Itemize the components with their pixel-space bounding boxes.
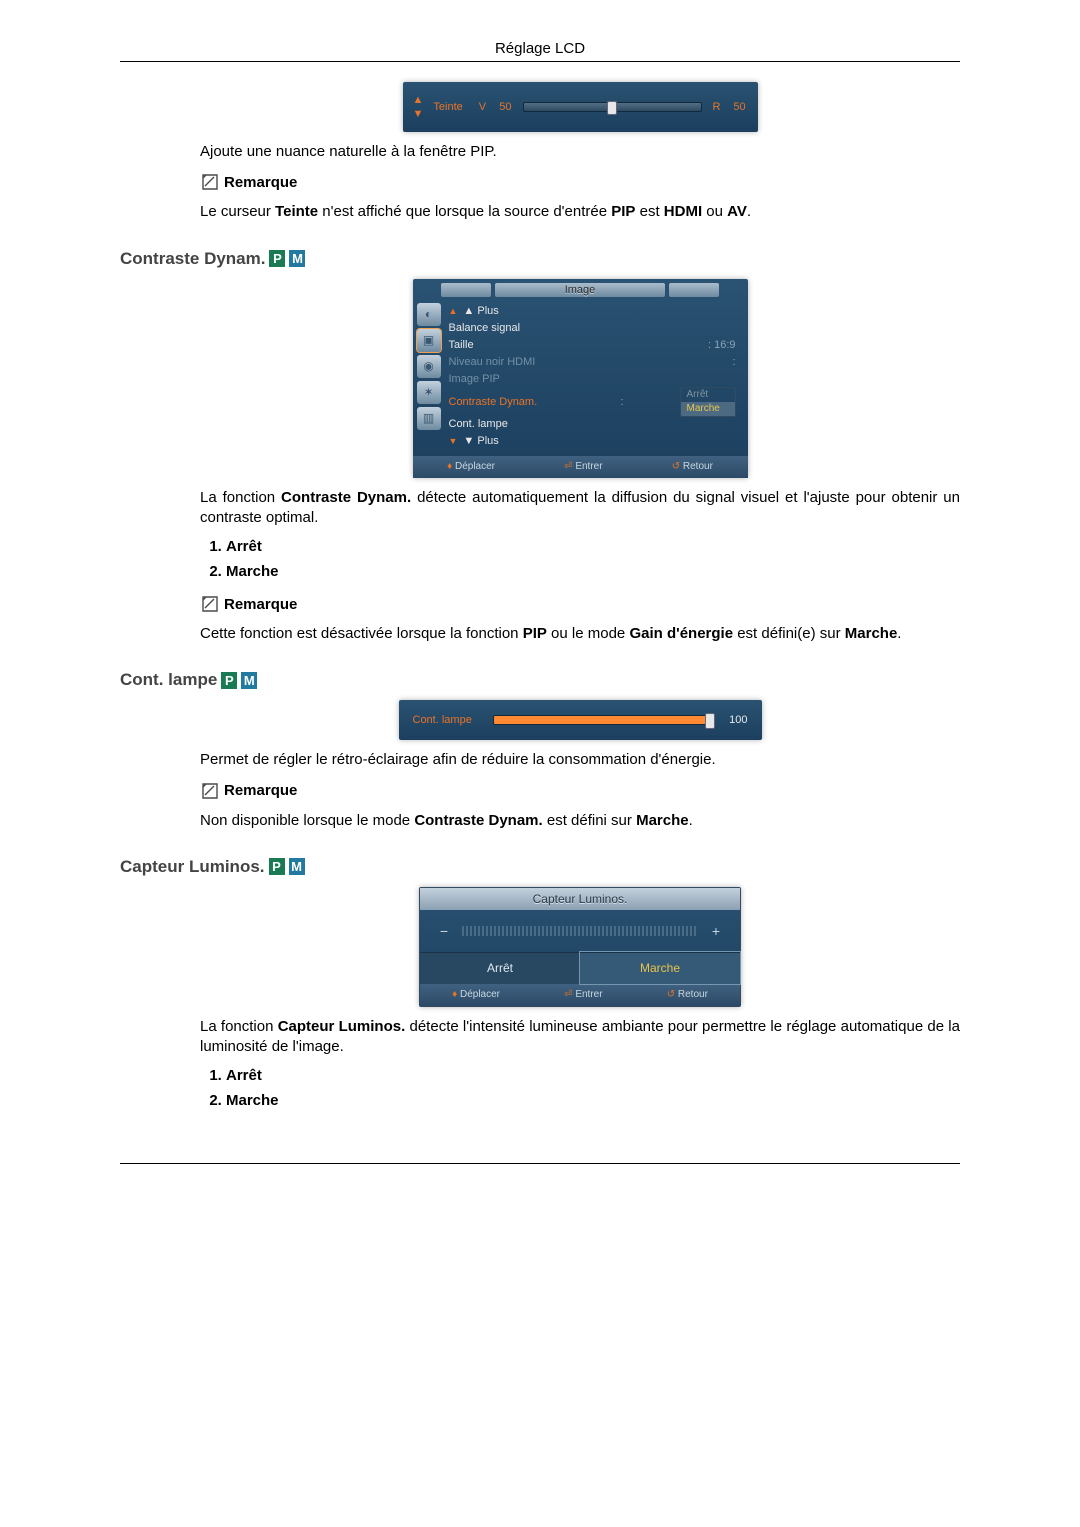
teinte-note-text: Le curseur Teinte n'est affiché que lors… [200, 202, 960, 222]
page-header: Réglage LCD [120, 40, 960, 61]
side-icon-input[interactable]: ◐ [417, 303, 441, 326]
contraste-remarque-label: Remarque [224, 596, 297, 613]
teinte-left-value: 50 [497, 101, 513, 113]
teinte-left-letter: V [477, 101, 487, 113]
teinte-osd-wrap: ▲▼ Teinte V 50 R 50 [200, 82, 960, 132]
contraste-osd-wrap: Image ◐ ▣ ◉ ✶ ▥ ▲▲ Plus Balance signal T… [200, 279, 960, 478]
plus-icon[interactable]: + [710, 923, 722, 939]
menu-row-niveau: Niveau noir HDMI: [449, 354, 742, 371]
capteur-ticks [462, 926, 698, 936]
lampe-label: Cont. lampe [413, 714, 483, 726]
side-icon-multi[interactable]: ▥ [417, 407, 441, 430]
menu-row-balance[interactable]: Balance signal [449, 320, 742, 337]
capteur-options-list: Arrêt Marche [200, 1067, 960, 1109]
teinte-right-letter: R [712, 101, 722, 113]
menu-row-taille[interactable]: Taille: 16:9 [449, 337, 742, 354]
tag-m-icon: M [289, 858, 305, 875]
capteur-list-off: Arrêt [226, 1067, 960, 1084]
teinte-thumb[interactable] [607, 101, 617, 115]
menu-row-plus-down[interactable]: ▼▼ Plus [449, 433, 742, 450]
teinte-remarque-label: Remarque [224, 174, 297, 191]
menu-side-icons: ◐ ▣ ◉ ✶ ▥ [417, 303, 441, 450]
lampe-note-text: Non disponible lorsque le mode Contraste… [200, 811, 960, 831]
tag-m-icon: M [289, 250, 305, 267]
note-icon [200, 781, 220, 801]
lampe-remarque-label: Remarque [224, 782, 297, 799]
lampe-thumb[interactable] [705, 713, 715, 729]
capteur-section-title: Capteur Luminos. P M [120, 857, 960, 877]
tag-p-icon: P [269, 858, 285, 875]
menu-tab-row: Image [413, 279, 748, 301]
contraste-section-title: Contraste Dynam. P M [120, 249, 960, 269]
menu-tab-image[interactable]: Image [495, 283, 665, 297]
capteur-desc: La fonction Capteur Luminos. détecte l'i… [200, 1017, 960, 1058]
footer-rule [120, 1163, 960, 1164]
capteur-osd: Capteur Luminos. − + Arrêt Marche ♦ Dépl… [419, 887, 741, 1007]
note-icon [200, 594, 220, 614]
lampe-value: 100 [722, 714, 748, 726]
tag-p-icon: P [269, 250, 285, 267]
capteur-panel-title: Capteur Luminos. [420, 888, 740, 910]
contraste-list-on: Marche [226, 563, 960, 580]
capteur-btn-row: Arrêt Marche [420, 952, 740, 984]
teinte-osd: ▲▼ Teinte V 50 R 50 [403, 82, 758, 132]
teinte-label: Teinte [433, 101, 467, 113]
teinte-remarque-heading: Remarque [200, 172, 960, 192]
menu-items: ▲▲ Plus Balance signal Taille: 16:9 Nive… [449, 303, 742, 450]
contraste-remarque-heading: Remarque [200, 594, 960, 614]
menu-tab-left[interactable] [441, 283, 491, 297]
capteur-btn-on[interactable]: Marche [580, 952, 740, 984]
menu-row-contraste-dynam[interactable]: Contraste Dynam. : Arrêt Marche [449, 388, 742, 416]
contraste-options[interactable]: Arrêt Marche [680, 387, 736, 417]
contraste-opt-on[interactable]: Marche [681, 402, 735, 416]
teinte-track[interactable] [523, 102, 701, 112]
lampe-section-title: Cont. lampe P M [120, 670, 960, 690]
note-icon [200, 172, 220, 192]
capteur-footer: ♦ Déplacer ⏎ Entrer ↺ Retour [420, 984, 740, 1006]
contraste-options-list: Arrêt Marche [200, 538, 960, 580]
lampe-desc: Permet de régler le rétro-éclairage afin… [200, 750, 960, 770]
menu-footer: ♦ Déplacer ⏎ Entrer ↺ Retour [413, 456, 748, 478]
menu-row-imagepip: Image PIP [449, 371, 742, 388]
capteur-btn-off[interactable]: Arrêt [420, 952, 580, 984]
tag-p-icon: P [221, 672, 237, 689]
teinte-desc: Ajoute une nuance naturelle à la fenêtre… [200, 142, 960, 162]
menu-row-plus-up[interactable]: ▲▲ Plus [449, 303, 742, 320]
capteur-list-on: Marche [226, 1092, 960, 1109]
contraste-opt-off[interactable]: Arrêt [681, 388, 735, 402]
contraste-list-off: Arrêt [226, 538, 960, 555]
menu-row-cont-lampe[interactable]: Cont. lampe [449, 416, 742, 433]
minus-icon[interactable]: − [438, 923, 450, 939]
side-icon-sound[interactable]: ◉ [417, 355, 441, 378]
teinte-right-value: 50 [732, 101, 748, 113]
capteur-mid-row: − + [420, 910, 740, 952]
contraste-desc: La fonction Contraste Dynam. détecte aut… [200, 488, 960, 529]
image-menu-osd: Image ◐ ▣ ◉ ✶ ▥ ▲▲ Plus Balance signal T… [413, 279, 748, 478]
header-rule [120, 61, 960, 62]
tag-m-icon: M [241, 672, 257, 689]
menu-tab-right[interactable] [669, 283, 719, 297]
lampe-osd: Cont. lampe 100 [399, 700, 762, 740]
contraste-note-text: Cette fonction est désactivée lorsque la… [200, 624, 960, 644]
side-icon-image[interactable]: ▣ [417, 329, 441, 352]
teinte-arrows-icon: ▲▼ [413, 94, 424, 120]
capteur-osd-wrap: Capteur Luminos. − + Arrêt Marche ♦ Dépl… [200, 887, 960, 1007]
lampe-osd-wrap: Cont. lampe 100 [200, 700, 960, 740]
lampe-remarque-heading: Remarque [200, 781, 960, 801]
lampe-track[interactable] [493, 715, 712, 725]
side-icon-setup[interactable]: ✶ [417, 381, 441, 404]
